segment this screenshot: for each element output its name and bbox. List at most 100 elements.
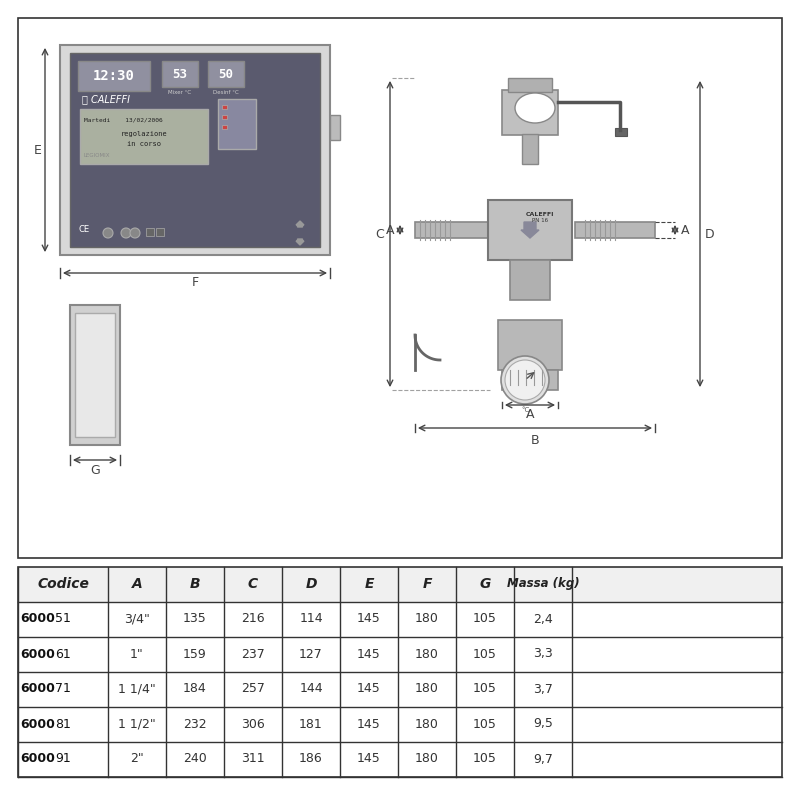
Bar	[78, 61, 150, 91]
Text: A: A	[132, 577, 142, 591]
Bar	[508, 78, 552, 92]
Text: 144: 144	[299, 682, 323, 695]
Bar	[502, 370, 558, 390]
Text: 12:30: 12:30	[93, 69, 135, 83]
Text: B: B	[190, 577, 200, 591]
Text: 6000: 6000	[20, 753, 55, 766]
Bar	[60, 45, 330, 255]
Bar	[575, 222, 655, 238]
Text: 159: 159	[183, 647, 207, 661]
Text: 9,5: 9,5	[533, 718, 553, 730]
Bar	[222, 125, 227, 129]
Text: 3,3: 3,3	[533, 647, 553, 661]
Text: regolazione: regolazione	[121, 131, 167, 137]
Text: 180: 180	[415, 753, 439, 766]
Text: Mixer °C: Mixer °C	[169, 90, 191, 95]
Text: 9,7: 9,7	[533, 753, 553, 766]
Text: Massa (kg): Massa (kg)	[506, 578, 579, 590]
Text: 3/4": 3/4"	[124, 613, 150, 626]
Text: 180: 180	[415, 682, 439, 695]
Circle shape	[130, 228, 140, 238]
Text: C: C	[376, 227, 384, 241]
Text: Codice: Codice	[37, 577, 89, 591]
Bar	[80, 109, 208, 164]
Bar	[162, 61, 198, 87]
Bar	[75, 313, 115, 437]
Text: 6000: 6000	[20, 718, 55, 730]
Text: 2,4: 2,4	[533, 613, 553, 626]
Text: D: D	[306, 577, 317, 591]
Bar	[330, 115, 340, 140]
Text: 237: 237	[241, 647, 265, 661]
Circle shape	[505, 360, 545, 400]
Text: 145: 145	[357, 647, 381, 661]
Text: 81: 81	[55, 718, 71, 730]
Text: 51: 51	[55, 613, 71, 626]
Text: C: C	[248, 577, 258, 591]
Text: 135: 135	[183, 613, 207, 626]
Circle shape	[103, 228, 113, 238]
Text: 61: 61	[55, 647, 70, 661]
Text: 6000: 6000	[20, 682, 55, 695]
Bar	[156, 228, 164, 236]
Bar	[146, 228, 154, 236]
Bar	[222, 105, 227, 109]
Text: E: E	[34, 143, 42, 157]
Text: 105: 105	[473, 647, 497, 661]
Text: 145: 145	[357, 613, 381, 626]
Text: 53: 53	[173, 67, 187, 81]
Text: 114: 114	[299, 613, 323, 626]
Text: Ⓢ CALEFFI: Ⓢ CALEFFI	[82, 94, 130, 104]
Text: in corso: in corso	[127, 141, 161, 147]
Text: E: E	[364, 577, 374, 591]
Bar	[615, 128, 627, 136]
Text: 311: 311	[241, 753, 265, 766]
Text: 180: 180	[415, 718, 439, 730]
Text: 105: 105	[473, 613, 497, 626]
Text: 1 1/2": 1 1/2"	[118, 718, 156, 730]
Text: 6000: 6000	[20, 613, 55, 626]
FancyArrow shape	[521, 222, 539, 238]
Text: 105: 105	[473, 718, 497, 730]
Text: F: F	[422, 577, 432, 591]
Text: CALEFFI: CALEFFI	[526, 211, 554, 217]
Text: °C: °C	[521, 407, 529, 413]
Text: PN 16: PN 16	[532, 218, 548, 223]
Text: 1 1/4": 1 1/4"	[118, 682, 156, 695]
Text: A: A	[526, 409, 534, 422]
Text: 145: 145	[357, 682, 381, 695]
Bar	[222, 115, 227, 119]
Text: A: A	[681, 223, 690, 237]
Text: 50: 50	[218, 67, 234, 81]
Bar	[208, 61, 244, 87]
Bar	[488, 200, 572, 260]
Text: G: G	[90, 463, 100, 477]
Text: CE: CE	[78, 225, 90, 234]
Text: 180: 180	[415, 613, 439, 626]
Text: 3,7: 3,7	[533, 682, 553, 695]
Bar	[70, 305, 120, 445]
Text: 2": 2"	[130, 753, 144, 766]
Text: 216: 216	[241, 613, 265, 626]
Text: 186: 186	[299, 753, 323, 766]
Text: 306: 306	[241, 718, 265, 730]
Bar	[70, 53, 320, 247]
Text: 180: 180	[415, 647, 439, 661]
Bar	[498, 320, 562, 370]
Text: 240: 240	[183, 753, 207, 766]
Ellipse shape	[515, 93, 555, 123]
Bar	[510, 260, 550, 300]
Bar	[18, 567, 782, 777]
Text: D: D	[705, 227, 715, 241]
Text: F: F	[191, 277, 198, 290]
Text: 1": 1"	[130, 647, 144, 661]
Text: 91: 91	[55, 753, 70, 766]
Text: 181: 181	[299, 718, 323, 730]
Text: B: B	[530, 434, 539, 446]
Bar	[415, 222, 495, 238]
Text: A: A	[386, 223, 394, 237]
Bar	[218, 99, 256, 149]
Bar	[522, 134, 538, 164]
Bar	[18, 567, 782, 602]
Text: 184: 184	[183, 682, 207, 695]
